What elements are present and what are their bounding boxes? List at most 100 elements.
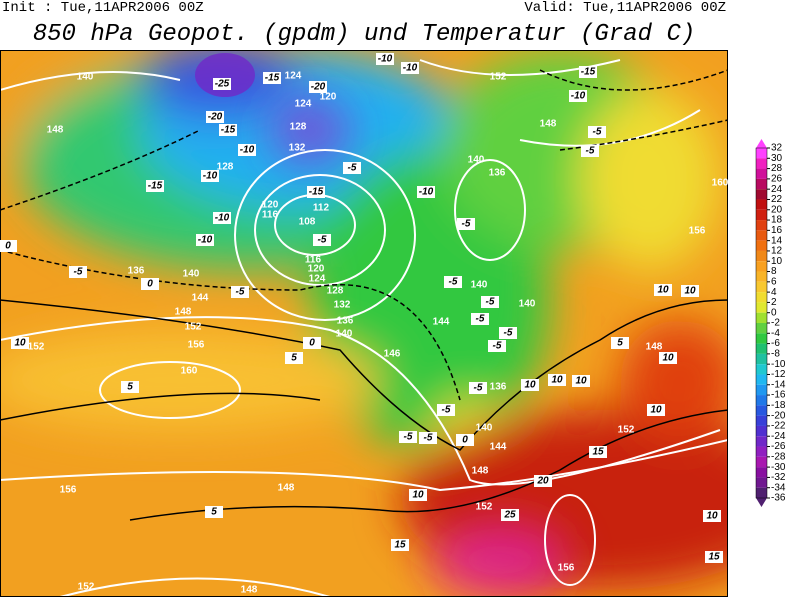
geopotential-label: 128: [290, 122, 307, 133]
label-box: [534, 475, 552, 487]
label-box: [589, 446, 607, 458]
geopotential-label: 152: [476, 502, 493, 513]
label-box: [409, 489, 427, 501]
temperature-label: 10: [657, 285, 669, 296]
label-box: [611, 337, 629, 349]
label-box: [548, 374, 566, 386]
colorbar-label: 32: [771, 143, 783, 154]
temperature-label: -5: [486, 297, 495, 308]
colorbar-label: 10: [771, 256, 783, 267]
geopotential-label: 124: [285, 71, 302, 82]
temperature-label: -10: [378, 54, 393, 65]
colorbar-band: [756, 323, 767, 334]
colorbar-band: [756, 148, 767, 159]
geopotential-label: 156: [60, 485, 77, 496]
temperature-label: -5: [593, 127, 602, 138]
label-box: [307, 186, 325, 198]
label-box: [401, 62, 419, 74]
temperature-label: 15: [708, 552, 720, 563]
temperature-label: -10: [403, 63, 418, 74]
colorbar-band: [756, 189, 767, 200]
geopotential-label: 140: [468, 155, 485, 166]
colorbar-label: 20: [771, 204, 783, 215]
colorbar-band: [756, 405, 767, 416]
label-box: [146, 180, 164, 192]
colorbar-label: 28: [771, 163, 783, 174]
colorbar-label: 8: [771, 266, 777, 277]
geopotential-label: 120: [262, 200, 279, 211]
label-box: [399, 431, 417, 443]
temperature-label: -15: [309, 187, 324, 198]
colorbar-band: [756, 333, 767, 344]
temperature-label: -10: [419, 187, 434, 198]
colorbar-band: [756, 271, 767, 282]
geopotential-label: 140: [336, 329, 353, 340]
colorbar-band: [756, 250, 767, 262]
geopotential-label: 132: [334, 300, 351, 311]
temperature-label: -5: [348, 163, 357, 174]
colorbar-band: [756, 477, 767, 488]
colorbar-label: 24: [771, 184, 783, 195]
label-box: [681, 285, 699, 297]
temperature-label: -25: [215, 79, 230, 90]
label-box: [588, 126, 606, 138]
temperature-label: 5: [127, 382, 133, 393]
map: [0, 50, 728, 597]
temperature-label: 10: [684, 286, 696, 297]
geopotential-label: 132: [289, 143, 306, 154]
geopotential-label: 152: [490, 72, 507, 83]
colorbar-label: 18: [771, 215, 783, 226]
colorbar-band: [756, 220, 767, 231]
temperature-label: -5: [404, 432, 413, 443]
label-box: [303, 337, 321, 349]
geopotential-label: 148: [175, 307, 192, 318]
temperature-label: -5: [504, 328, 513, 339]
colorbar-band: [756, 446, 767, 457]
label-box: [444, 276, 462, 288]
label-box: [703, 510, 721, 522]
temperature-label: -10: [215, 213, 230, 224]
colorbar-band: [756, 384, 767, 396]
geopotential-label: 124: [309, 274, 326, 285]
label-box: [206, 111, 224, 123]
temperature-label: 10: [575, 376, 587, 387]
colorbar-band: [756, 178, 767, 190]
colorbar-band: [756, 302, 767, 313]
colorbar-label: -20: [771, 410, 786, 421]
label-box: [141, 278, 159, 290]
label-box: [521, 379, 539, 391]
geopotential-label: 152: [185, 322, 202, 333]
label-box: [419, 432, 437, 444]
colorbar-band: [756, 292, 767, 303]
label-box: [121, 381, 139, 393]
geopotential-label: 148: [241, 585, 258, 596]
colorbar-label: 0: [771, 307, 777, 318]
colorbar-band: [756, 158, 767, 169]
label-box: [213, 212, 231, 224]
label-box: [201, 170, 219, 182]
colorbar-band: [756, 240, 767, 251]
label-box: [488, 340, 506, 352]
colorbar-band: [756, 353, 767, 365]
geopotential-label: 116: [262, 210, 279, 221]
temperature-label: -5: [493, 341, 502, 352]
colorbar-label: -6: [771, 338, 780, 349]
temperature-label: -15: [148, 181, 163, 192]
colorbar-label: 26: [771, 174, 783, 185]
colorbar-band: [756, 436, 767, 447]
temperature-label: -10: [240, 145, 255, 156]
colorbar-label: -32: [771, 472, 786, 483]
temperature-label: 10: [551, 375, 563, 386]
label-box: [196, 234, 214, 246]
colorbar-band: [756, 312, 767, 323]
colorbar-label: -36: [771, 493, 786, 504]
geopotential-label: 140: [476, 423, 493, 434]
label-box: [238, 144, 256, 156]
label-box: [376, 53, 394, 65]
label-box: [469, 382, 487, 394]
label-box: [391, 539, 409, 551]
colorbar-label: -4: [771, 328, 780, 339]
label-box: [569, 90, 587, 102]
colorbar-band: [756, 230, 767, 241]
